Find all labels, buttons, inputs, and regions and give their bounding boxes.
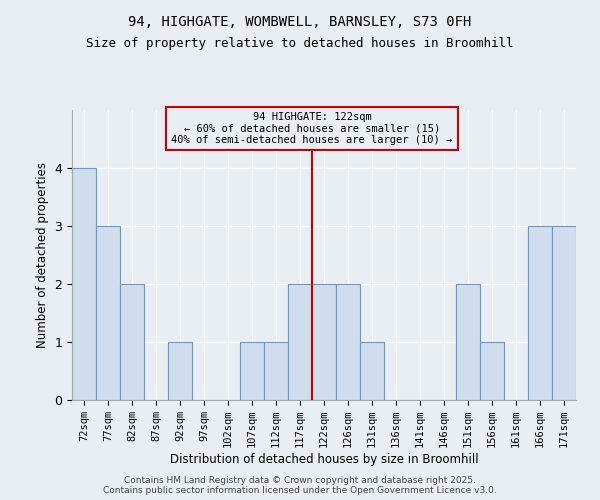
Bar xyxy=(120,284,144,400)
Bar xyxy=(288,284,312,400)
Text: Contains HM Land Registry data © Crown copyright and database right 2025.: Contains HM Land Registry data © Crown c… xyxy=(124,476,476,485)
Text: Contains public sector information licensed under the Open Government Licence v3: Contains public sector information licen… xyxy=(103,486,497,495)
Bar xyxy=(168,342,192,400)
X-axis label: Distribution of detached houses by size in Broomhill: Distribution of detached houses by size … xyxy=(170,453,478,466)
Text: 94, HIGHGATE, WOMBWELL, BARNSLEY, S73 0FH: 94, HIGHGATE, WOMBWELL, BARNSLEY, S73 0F… xyxy=(128,15,472,29)
Bar xyxy=(456,284,480,400)
Text: Size of property relative to detached houses in Broomhill: Size of property relative to detached ho… xyxy=(86,38,514,51)
Bar xyxy=(528,226,552,400)
Bar xyxy=(336,284,360,400)
Bar xyxy=(360,342,384,400)
Text: 94 HIGHGATE: 122sqm
← 60% of detached houses are smaller (15)
40% of semi-detach: 94 HIGHGATE: 122sqm ← 60% of detached ho… xyxy=(172,112,452,145)
Bar xyxy=(96,226,120,400)
Bar xyxy=(480,342,504,400)
Bar xyxy=(312,284,336,400)
Bar xyxy=(240,342,264,400)
Bar xyxy=(552,226,576,400)
Y-axis label: Number of detached properties: Number of detached properties xyxy=(36,162,49,348)
Bar xyxy=(264,342,288,400)
Bar xyxy=(72,168,96,400)
